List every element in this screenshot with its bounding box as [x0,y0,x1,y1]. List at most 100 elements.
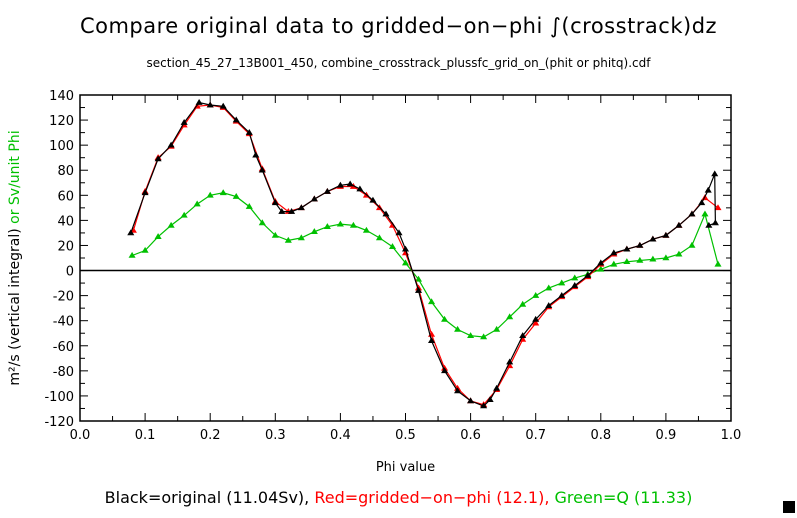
x-tick-label: 0.4 [330,428,351,443]
data-point-Q [597,265,605,272]
data-point-original [480,402,488,409]
data-point-original [141,189,149,196]
legend-green: Green=Q (11.33) [554,488,693,507]
y-tick-label: -100 [44,390,74,405]
data-point-original [401,245,410,252]
data-point-original [441,367,449,374]
data-point-original [532,315,540,322]
y-tick-label: 80 [57,164,74,179]
data-point-Q [532,292,540,298]
series-Q [128,189,722,340]
data-point-Q [545,284,553,291]
data-point-Q [375,234,383,241]
data-point-Q [493,325,501,332]
data-point-Q [414,275,423,282]
y-tick-label: 0 [66,265,74,280]
data-point-original [297,204,305,211]
data-point-original [662,231,670,238]
y-tick-label: -80 [53,365,74,380]
data-point-original [623,245,631,252]
data-point-original [610,249,618,256]
data-point-original [506,358,514,365]
y-tick-label: 40 [57,214,74,229]
data-point-Q [571,274,579,281]
data-point-original [584,271,592,278]
data-point-Q [714,260,722,267]
series-gridded-on-phi [129,101,722,408]
data-point-original [571,282,579,288]
data-point-original [288,208,296,214]
chart-subtitle: section_45_27_13B001_450, combine_crosst… [146,56,651,70]
data-point-original [597,259,605,266]
data-point-original [704,186,712,193]
y-tick-label: -60 [53,340,74,355]
data-point-Q [128,251,136,258]
legend-red: Red=gridded−on−phi (12.1), [314,488,550,507]
x-tick-label: 0.9 [656,428,677,443]
data-point-original [711,219,719,226]
data-point-Q [388,243,397,250]
data-point-original [395,229,403,236]
data-point-gridded-on-phi [714,204,722,211]
series-line-gridded-on-phi [132,104,719,406]
data-point-original [206,101,214,108]
x-tick-label: 1.0 [721,428,742,443]
data-point-Q [649,255,657,262]
data-point-original [545,302,553,308]
data-point-Q [688,241,696,248]
data-point-original [323,187,331,194]
data-point-Q [623,258,631,265]
data-point-original [232,116,240,123]
data-point-Q [454,325,462,332]
data-point-Q [271,231,279,238]
data-point-original [558,292,566,298]
data-point-original [245,129,253,135]
data-point-Q [232,192,240,199]
data-point-Q [662,254,670,261]
data-point-original [127,229,135,236]
data-point-original [336,181,344,188]
data-point-Q [401,259,410,266]
data-point-original [414,287,423,293]
data-point-Q [258,219,266,226]
data-point-Q [701,210,709,217]
x-tick-label: 0.5 [395,428,416,443]
y-tick-label: 100 [49,139,74,154]
data-point-Q [284,236,292,243]
data-point-Q [558,279,566,286]
data-point-Q [506,313,514,320]
legend-black: Black=original (11.04Sv), [104,488,310,507]
data-point-original [428,337,436,344]
data-point-original [711,170,719,177]
corner-marker [783,501,795,513]
data-point-original [493,384,501,391]
y-tick-label: -20 [53,290,74,305]
data-point-Q [245,203,253,209]
data-point-original [154,155,162,162]
legend: Black=original (11.04Sv), Red=gridded−on… [0,488,797,507]
data-point-original [258,166,266,173]
data-point-original [271,199,279,206]
data-point-original [310,195,318,202]
data-point-original [698,199,706,206]
data-point-Q [206,191,214,198]
data-point-Q [467,332,475,339]
y-tick-label: 120 [49,114,74,129]
data-point-Q [610,260,618,267]
series-line-original [130,101,717,407]
data-point-original [636,241,644,248]
x-tick-label: 0.1 [135,428,156,443]
data-point-original [467,397,475,404]
data-point-Q [428,298,436,305]
y-tick-label: 60 [57,189,74,204]
x-tick-label: 0.0 [70,428,91,443]
data-point-gridded-on-phi [532,319,540,326]
data-point-Q [180,211,188,218]
data-point-original [688,210,696,217]
data-point-original [180,119,188,125]
data-point-original [278,208,286,214]
data-point-Q [193,200,201,207]
data-point-original [649,235,657,242]
data-point-Q [219,189,227,196]
